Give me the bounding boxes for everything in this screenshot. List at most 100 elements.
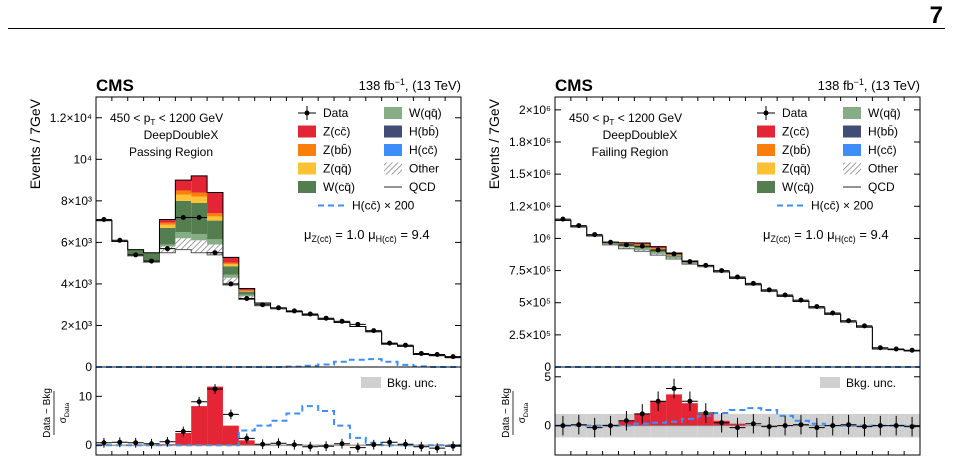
stack-bar-wcq: [207, 220, 223, 240]
ratio-ylabel-den-part: Data: [523, 403, 530, 418]
data-point: [814, 304, 820, 310]
data-point: [355, 321, 361, 327]
ratio-data-point: [339, 441, 345, 447]
ratio-data-point: [387, 439, 393, 445]
ratio-data-point: [846, 422, 852, 428]
legend-label-higgs: H(cc̄) × 200: [811, 199, 874, 213]
legend-label-qcd: QCD: [409, 180, 436, 194]
legend-data-marker: [304, 110, 310, 116]
legend-label-hcc: H(cc̄): [409, 143, 438, 157]
legend-label-other: Other: [868, 162, 898, 176]
data-point: [846, 318, 852, 324]
signal-strength-label: μZ(cc̄) = 1.0 μH(cc̄) = 9.4: [763, 227, 889, 244]
stack-bar-other: [618, 247, 635, 249]
legend-bkg-unc-label: Bkg. unc.: [846, 376, 896, 390]
data-point: [655, 247, 661, 253]
data-point: [877, 345, 883, 351]
y-tick-label: 1.8×10⁶: [509, 135, 551, 149]
data-point: [576, 223, 582, 229]
signal-strength-label-part: μ: [365, 227, 376, 242]
stack-bar-wcq: [222, 266, 239, 275]
stack-bar-zbb: [191, 192, 208, 197]
passing-region-panel: 0 2×10³ 4×10³ 6×10³ 8×10³ 10⁴ 1.2×10⁴ Events / …: [27, 76, 462, 456]
signal-strength-label-part: H(cc̄): [376, 234, 397, 244]
ratio-y-tick-label: 10: [79, 389, 93, 403]
tagger-label: DeepDoubleX: [603, 128, 678, 142]
pt-range-label-part: T: [609, 118, 614, 127]
data-point: [434, 352, 440, 358]
data-point: [782, 292, 788, 298]
pt-range-label-part: T: [150, 118, 155, 127]
stack-bar-wcq: [143, 252, 160, 263]
region-label: Failing Region: [592, 145, 669, 159]
y-tick-label: 1.2×10⁶: [509, 199, 551, 213]
legend-label-wcq: W(cq̄): [782, 180, 814, 194]
y-tick-label: 6×10³: [61, 235, 92, 249]
signal-strength-label-part: = 9.4: [856, 227, 889, 242]
signal-strength-label-part: = 1.0: [791, 227, 824, 242]
stack-bar-zcc: [207, 192, 223, 214]
ratio-data-point: [450, 443, 456, 449]
stack-bar-zbb: [175, 190, 192, 195]
ratio-zcc-bar: [650, 401, 667, 426]
legend-swatch-wcq: [298, 181, 316, 193]
pt-range-label-part: 450 < p: [569, 111, 610, 125]
data-point: [402, 342, 408, 348]
header-rule: [8, 28, 945, 29]
signal-strength-label-part: Z(cc̄): [771, 234, 791, 244]
lumi-label-part: 138 fb: [359, 78, 395, 93]
legend-label-hbb: H(bb̄): [868, 125, 898, 139]
ratio-data-point: [782, 423, 788, 429]
data-point: [450, 354, 456, 360]
y-tick-label: 4×10³: [61, 277, 92, 291]
data-point: [196, 214, 202, 220]
legend-data-marker: [763, 110, 769, 116]
stack-bar-wqq: [159, 244, 176, 247]
ratio-ylabel-den-part: σ: [58, 416, 69, 423]
stack-bar-zqq: [175, 194, 192, 201]
legend-label-wcq: W(cq̄): [323, 180, 355, 194]
stack-bar-other: [650, 253, 667, 256]
signal-strength-label-part: μ: [763, 227, 771, 242]
ratio-y-axis-label: Data − Bkg σData: [501, 388, 530, 438]
legend-label-qcd: QCD: [868, 180, 895, 194]
ratio-data-point: [355, 445, 361, 451]
y-tick-label: 5×10⁵: [519, 296, 551, 310]
ratio-ylabel-den-part: Data: [64, 403, 71, 418]
data-point: [387, 340, 393, 346]
region-label: Passing Region: [129, 145, 213, 159]
ratio-zcc-bar: [222, 425, 239, 446]
pt-range-label: 450 < pT < 1200 GeV: [569, 111, 682, 127]
data-point: [560, 216, 566, 222]
signal-strength-label: μZ(cc̄) = 1.0 μH(cc̄) = 9.4: [304, 227, 430, 244]
legend-label-zqq: Z(qq̄): [782, 162, 811, 176]
ratio-zcc-bar: [191, 406, 208, 446]
y-tick-label: 8×10³: [61, 194, 92, 208]
legend-swatch-zcc: [757, 125, 775, 138]
stack-bar-wcq: [238, 291, 255, 295]
lumi-label-part: 138 fb: [818, 78, 854, 93]
data-point: [735, 274, 740, 280]
y-tick-label: 0: [85, 360, 92, 374]
ratio-data-point: [164, 439, 170, 445]
legend-swatch-zqq: [298, 162, 316, 175]
ratio-y-axis-label: Data − Bkg σData: [42, 388, 71, 438]
ratio-data-point: [798, 422, 804, 428]
ratio-data-point: [133, 440, 139, 446]
legend-label-zcc: Z(cc̄): [323, 125, 350, 139]
ratio-data-point: [703, 410, 709, 416]
legend-label-data: Data: [323, 106, 349, 120]
ratio-data-point: [434, 445, 440, 451]
data-point: [339, 318, 345, 324]
signal-strength-label-part: = 1.0: [332, 227, 365, 242]
ratio-zcc-bar: [681, 403, 698, 426]
stack-bar-wqq: [175, 232, 192, 239]
data-point: [371, 328, 377, 334]
data-point: [750, 280, 756, 286]
ratio-ylabel-den-part: σ: [517, 416, 528, 423]
data-point: [164, 246, 170, 252]
legend-swatch-hcc: [843, 144, 861, 156]
legend-label-data: Data: [782, 106, 808, 120]
data-point: [260, 302, 266, 308]
page-number: 7: [929, 2, 943, 29]
